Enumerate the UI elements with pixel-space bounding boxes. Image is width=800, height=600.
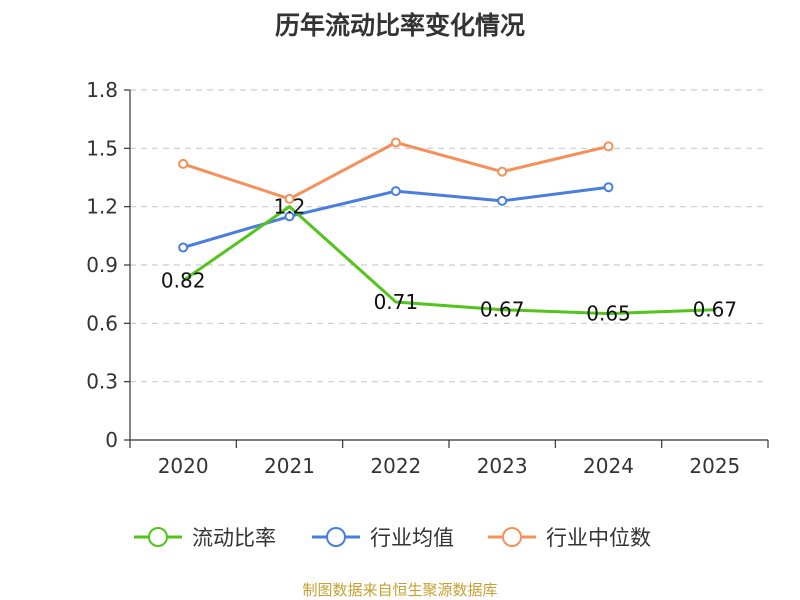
y-tick-label-5: 1.5 [86, 136, 118, 160]
data-label-2025: 0.67 [693, 298, 738, 322]
series-2-point-2022 [390, 137, 401, 148]
x-tick-label-2021: 2021 [264, 454, 315, 478]
data-label-2023: 0.67 [480, 298, 525, 322]
legend-marker-1 [326, 527, 346, 547]
x-tick-label-2024: 2024 [583, 454, 634, 478]
series-2-point-2020 [178, 158, 189, 169]
y-tick-label-3: 0.9 [86, 253, 118, 277]
axes: 0 0.3 0.6 0.9 1.2 1.5 1.8 2020 2021 2022 2023 2024 2… [86, 78, 769, 478]
grid-lines [130, 89, 768, 383]
data-label-2022: 0.71 [374, 290, 419, 314]
data-label-2020: 0.82 [161, 269, 206, 293]
series-line-1 [182, 185, 609, 249]
series-line-0 [182, 205, 715, 316]
series-2-point-2021 [284, 193, 295, 204]
legend: 流动比率 行业均值 行业中位数 [134, 526, 651, 550]
y-tick-label-0: 0 [105, 428, 118, 452]
series-1-point-2023 [497, 195, 508, 206]
x-tick-label-2025: 2025 [689, 454, 740, 478]
x-tick-label-2020: 2020 [158, 454, 209, 478]
legend-marker-2 [502, 527, 522, 547]
y-tick-label-6: 1.8 [86, 78, 118, 102]
chart-title: 历年流动比率变化情况 [275, 11, 525, 40]
data-label-2024: 0.65 [586, 302, 631, 326]
legend-marker-0 [148, 527, 168, 547]
legend-label-0: 流动比率 [192, 526, 276, 550]
series-1-point-2020 [178, 242, 189, 253]
series-layer [178, 137, 715, 316]
legend-label-2: 行业中位数 [546, 526, 651, 550]
source-note: 制图数据来自恒生聚源数据库 [302, 581, 497, 599]
y-tick-label-2: 0.6 [86, 311, 118, 335]
series-2-point-2024 [603, 141, 614, 152]
series-2-point-2023 [497, 166, 508, 177]
x-tick-label-2022: 2022 [370, 454, 421, 478]
y-tick-label-1: 0.3 [86, 370, 118, 394]
series-1-point-2024 [603, 182, 614, 193]
x-tick-label-2023: 2023 [477, 454, 528, 478]
legend-label-1: 行业均值 [370, 526, 454, 550]
series-1-point-2021 [284, 211, 295, 222]
y-tick-label-4: 1.2 [86, 195, 118, 219]
series-1-point-2022 [390, 186, 401, 197]
data-label-2021: 1.2 [274, 195, 306, 219]
data-labels: 0.82 1.2 0.71 0.67 0.65 0.67 [161, 195, 737, 326]
